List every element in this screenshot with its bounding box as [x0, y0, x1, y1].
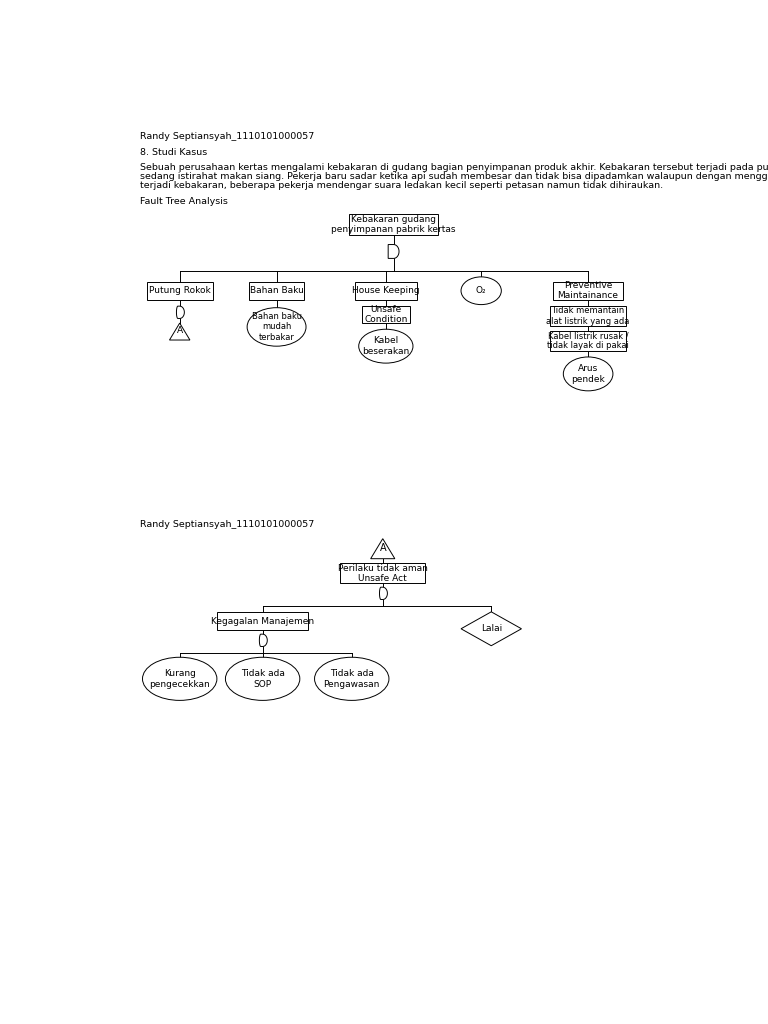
FancyBboxPatch shape [355, 282, 417, 300]
Polygon shape [371, 539, 395, 559]
FancyBboxPatch shape [349, 214, 439, 236]
Text: Randy Septiansyah_1110101000057: Randy Septiansyah_1110101000057 [141, 132, 314, 141]
Polygon shape [260, 634, 267, 646]
FancyBboxPatch shape [249, 282, 304, 300]
FancyBboxPatch shape [550, 306, 626, 327]
FancyBboxPatch shape [147, 282, 213, 300]
Text: Tidak memantain
alat listrik yang ada: Tidak memantain alat listrik yang ada [547, 306, 630, 326]
Text: A: A [379, 543, 386, 553]
FancyBboxPatch shape [217, 611, 308, 631]
Text: Arus
pendek: Arus pendek [571, 365, 605, 384]
FancyBboxPatch shape [362, 306, 410, 324]
Text: sedang istirahat makan siang. Pekerja baru sadar ketika api sudah membesar dan t: sedang istirahat makan siang. Pekerja ba… [141, 172, 768, 181]
Polygon shape [170, 324, 190, 340]
Ellipse shape [359, 330, 413, 364]
Ellipse shape [143, 657, 217, 700]
Text: A: A [177, 327, 183, 335]
Text: Tidak ada
Pengawasan: Tidak ada Pengawasan [323, 669, 380, 688]
Text: Kabel listrik rusak /
tidak layak di pakai: Kabel listrik rusak / tidak layak di pak… [547, 331, 629, 350]
Ellipse shape [226, 657, 300, 700]
Text: Perilaku tidak aman
Unsafe Act: Perilaku tidak aman Unsafe Act [338, 563, 428, 583]
Ellipse shape [247, 307, 306, 346]
Text: Bahan baku
mudah
terbakar: Bahan baku mudah terbakar [252, 312, 302, 342]
Text: Fault Tree Analysis: Fault Tree Analysis [141, 197, 228, 206]
Text: Lalai: Lalai [481, 625, 502, 633]
Ellipse shape [315, 657, 389, 700]
Text: Tidak ada
SOP: Tidak ada SOP [240, 669, 285, 688]
Text: Kegagalan Manajemen: Kegagalan Manajemen [211, 616, 314, 626]
Text: Kabel
beserakan: Kabel beserakan [362, 337, 409, 356]
Text: House Keeping: House Keeping [352, 287, 419, 295]
Text: Sebuah perusahaan kertas mengalami kebakaran di gudang bagian penyimpanan produk: Sebuah perusahaan kertas mengalami kebak… [141, 163, 768, 172]
Text: Bahan Baku: Bahan Baku [250, 287, 303, 295]
FancyBboxPatch shape [550, 331, 626, 351]
FancyBboxPatch shape [340, 563, 425, 584]
Polygon shape [379, 587, 387, 599]
Text: 8. Studi Kasus: 8. Studi Kasus [141, 147, 207, 157]
Text: Kurang
pengecekkan: Kurang pengecekkan [149, 669, 210, 688]
Text: Randy Septiansyah_1110101000057: Randy Septiansyah_1110101000057 [141, 520, 314, 529]
Text: Preventive
Maintainance: Preventive Maintainance [558, 281, 619, 300]
Text: Unsafe
Condition: Unsafe Condition [364, 305, 408, 325]
Polygon shape [177, 306, 184, 318]
Text: Putung Rokok: Putung Rokok [149, 287, 210, 295]
Polygon shape [388, 245, 399, 258]
Text: terjadi kebakaran, beberapa pekerja mendengar suara ledakan kecil seperti petasa: terjadi kebakaran, beberapa pekerja mend… [141, 181, 664, 190]
Polygon shape [461, 611, 521, 646]
Text: Kebakaran gudang
penyimpanan pabrik kertas: Kebakaran gudang penyimpanan pabrik kert… [331, 215, 456, 234]
Ellipse shape [461, 276, 502, 304]
FancyBboxPatch shape [553, 282, 623, 300]
Ellipse shape [563, 357, 613, 391]
Text: O₂: O₂ [476, 287, 486, 295]
